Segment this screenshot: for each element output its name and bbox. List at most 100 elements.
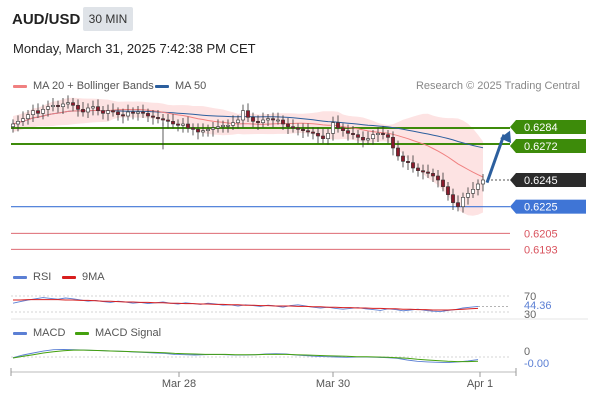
candle-body: [111, 110, 115, 113]
candle-body: [371, 134, 375, 139]
interval-badge[interactable]: 30 MIN: [83, 7, 133, 31]
level-label-resistance: 0.6272: [524, 141, 558, 153]
candle-body: [211, 127, 215, 130]
level-label-resistance: 0.6284: [524, 122, 558, 134]
level-label-bg-current: [516, 173, 586, 187]
candle-body: [451, 194, 455, 203]
copyright-text: Research © 2025 Trading Central: [415, 80, 580, 92]
candle-body: [401, 155, 405, 162]
candle-body: [41, 109, 45, 114]
rsi-legend-label: RSI: [33, 271, 52, 283]
candle-body: [61, 103, 65, 107]
candle-body: [436, 175, 440, 181]
candle-body: [166, 119, 170, 122]
ma20-legend-label: MA 20 + Bollinger Bands: [33, 80, 154, 92]
candle-body: [416, 167, 420, 171]
macd-signal-legend: MACD Signal: [75, 327, 161, 339]
level-label-pointer-resistance: [510, 139, 516, 153]
level-label-pointer-resistance: [510, 120, 516, 134]
candle-body: [461, 197, 465, 207]
candle-body: [336, 122, 340, 129]
candle-body: [351, 133, 355, 135]
candle-body: [271, 118, 275, 121]
candle-body: [321, 135, 325, 139]
candle-body: [446, 186, 450, 195]
candle-body: [96, 106, 100, 111]
candle-body: [71, 102, 75, 106]
rsi-tick-70: 70: [524, 291, 536, 303]
candle-body: [331, 122, 335, 134]
level-label-current: 0.6245: [524, 175, 558, 187]
candle-body: [251, 117, 255, 122]
candle-body: [431, 173, 435, 177]
candle-body: [86, 107, 90, 113]
rsi-tick-30: 30: [524, 309, 536, 321]
candle-body: [201, 130, 205, 133]
candle-body: [256, 121, 260, 123]
candle-body: [381, 133, 385, 135]
forecast-arrow-head: [500, 130, 512, 144]
candle-body: [16, 121, 20, 125]
candle-body: [341, 127, 345, 131]
candle-body: [226, 125, 230, 127]
candle-body: [281, 119, 285, 125]
candle-body: [181, 123, 185, 126]
candle-body: [391, 137, 395, 149]
candle-body: [346, 130, 350, 134]
candle-body: [386, 134, 390, 138]
level-label-pointer-current: [510, 173, 516, 187]
candle-body: [221, 125, 225, 127]
candle-body: [316, 133, 320, 137]
candle-body: [266, 118, 270, 121]
chart-datetime: Monday, March 31, 2025 7:42:38 PM CET: [13, 41, 256, 56]
candle-body: [191, 127, 195, 130]
candle-body: [311, 131, 315, 134]
rsi-ma-legend-label: 9MA: [82, 271, 105, 283]
candle-body: [291, 126, 295, 129]
candle-body: [76, 105, 80, 110]
x-tick-label: Mar 28: [162, 378, 196, 390]
candle-body: [66, 102, 70, 105]
level-label-target: 0.6193: [524, 244, 558, 256]
candle-body: [241, 110, 245, 121]
candle-body: [396, 147, 400, 157]
level-label-bg-resistance: [516, 139, 586, 153]
candle-body: [56, 105, 60, 107]
candle-body: [246, 110, 250, 118]
candle-body: [161, 118, 165, 121]
candle-body: [366, 138, 370, 141]
level-label-pointer-support: [510, 199, 516, 214]
candle-body: [156, 117, 160, 119]
candle-body: [231, 122, 235, 126]
candle-body: [26, 114, 30, 119]
macd-signal-legend-label: MACD Signal: [95, 327, 162, 339]
candle-body: [406, 161, 410, 163]
symbol-title: AUD/USD: [12, 11, 81, 28]
macd-signal-line: [12, 349, 479, 363]
ma50-legend-swatch: [155, 84, 169, 88]
candle-body: [326, 133, 330, 139]
candle-body: [261, 119, 265, 123]
candle-body: [116, 111, 120, 115]
macd-legend-label: MACD: [33, 327, 66, 339]
candle-body: [91, 106, 95, 109]
candle-body: [146, 113, 150, 117]
ma50-legend-label: MA 50: [175, 80, 207, 92]
candle-body: [236, 119, 240, 123]
macd-tick-0: 0: [524, 346, 530, 358]
macd-line: [12, 348, 479, 364]
candle-body: [306, 130, 310, 133]
ma50-legend: MA 50: [155, 80, 206, 92]
candle-body: [151, 115, 155, 118]
macd-current-label: -0.00: [524, 358, 549, 370]
ma20-legend-swatch: [13, 84, 27, 88]
candle-body: [426, 171, 430, 174]
rsi-current-label: 44.36: [524, 300, 552, 312]
ma20-line: [12, 108, 484, 178]
ma20-legend: MA 20 + Bollinger Bands: [13, 80, 154, 92]
candle-body: [46, 106, 50, 110]
candle-body: [136, 111, 140, 114]
candle-body: [36, 110, 40, 114]
candle-body: [411, 162, 415, 169]
